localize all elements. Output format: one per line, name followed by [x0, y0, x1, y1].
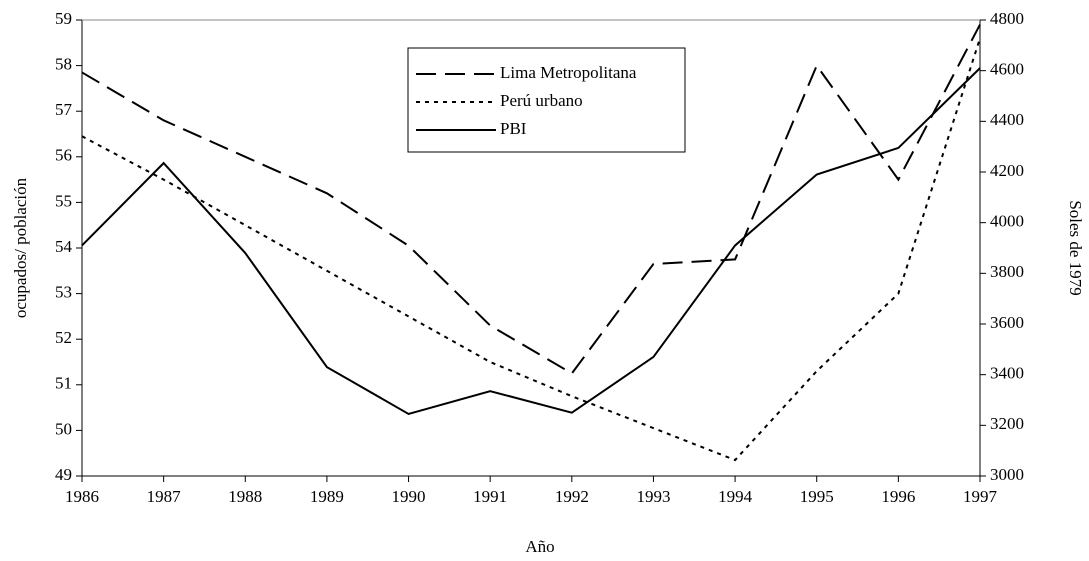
y2-tick-label: 4200 [990, 161, 1024, 180]
x-tick-label: 1992 [555, 487, 589, 506]
x-tick-label: 1996 [881, 487, 915, 506]
x-tick-label: 1995 [800, 487, 834, 506]
y2-tick-label: 3000 [990, 465, 1024, 484]
data-line [81, 67, 981, 416]
y2-tick-label: 3200 [990, 414, 1024, 433]
y2-tick-label: 4800 [990, 9, 1024, 28]
x-tick-label: 1993 [636, 487, 670, 506]
y-tick-label: 51 [55, 374, 72, 393]
y2-tick-label: 4600 [990, 60, 1024, 79]
y-tick-label: 58 [55, 55, 72, 74]
legend-box [407, 47, 686, 153]
y-tick-label: 53 [55, 283, 72, 302]
y-axis-label: ocupados/ población [11, 177, 30, 318]
y-tick-label: 49 [55, 465, 72, 484]
y2-tick-label: 3600 [990, 313, 1024, 332]
y2-tick-label: 3800 [990, 262, 1024, 281]
legend-label: Lima Metropolitana [500, 63, 637, 82]
y-tick-label: 56 [55, 146, 72, 165]
y2-tick-label: 4400 [990, 110, 1024, 129]
y2-tick-label: 4000 [990, 212, 1024, 231]
x-tick-label: 1987 [147, 487, 182, 506]
legend-label: PBI [500, 119, 527, 138]
y-tick-label: 52 [55, 328, 72, 347]
y-tick-label: 59 [55, 9, 72, 28]
y2-tick-label: 3400 [990, 364, 1024, 383]
x-tick-label: 1989 [310, 487, 344, 506]
x-tick-label: 1986 [65, 487, 99, 506]
data-line [81, 24, 981, 375]
x-axis-label: Año [525, 537, 554, 556]
y-tick-label: 57 [55, 100, 73, 119]
legend-label: Perú urbano [500, 91, 583, 110]
y2-axis-label: Soles de 1979 [1066, 200, 1085, 295]
x-tick-label: 1994 [718, 487, 753, 506]
y-tick-label: 54 [55, 237, 73, 256]
y-tick-label: 50 [55, 419, 72, 438]
x-tick-label: 1991 [473, 487, 507, 506]
x-tick-label: 1990 [392, 487, 426, 506]
y-tick-label: 55 [55, 191, 72, 210]
x-tick-label: 1988 [228, 487, 262, 506]
x-tick-label: 1997 [963, 487, 998, 506]
